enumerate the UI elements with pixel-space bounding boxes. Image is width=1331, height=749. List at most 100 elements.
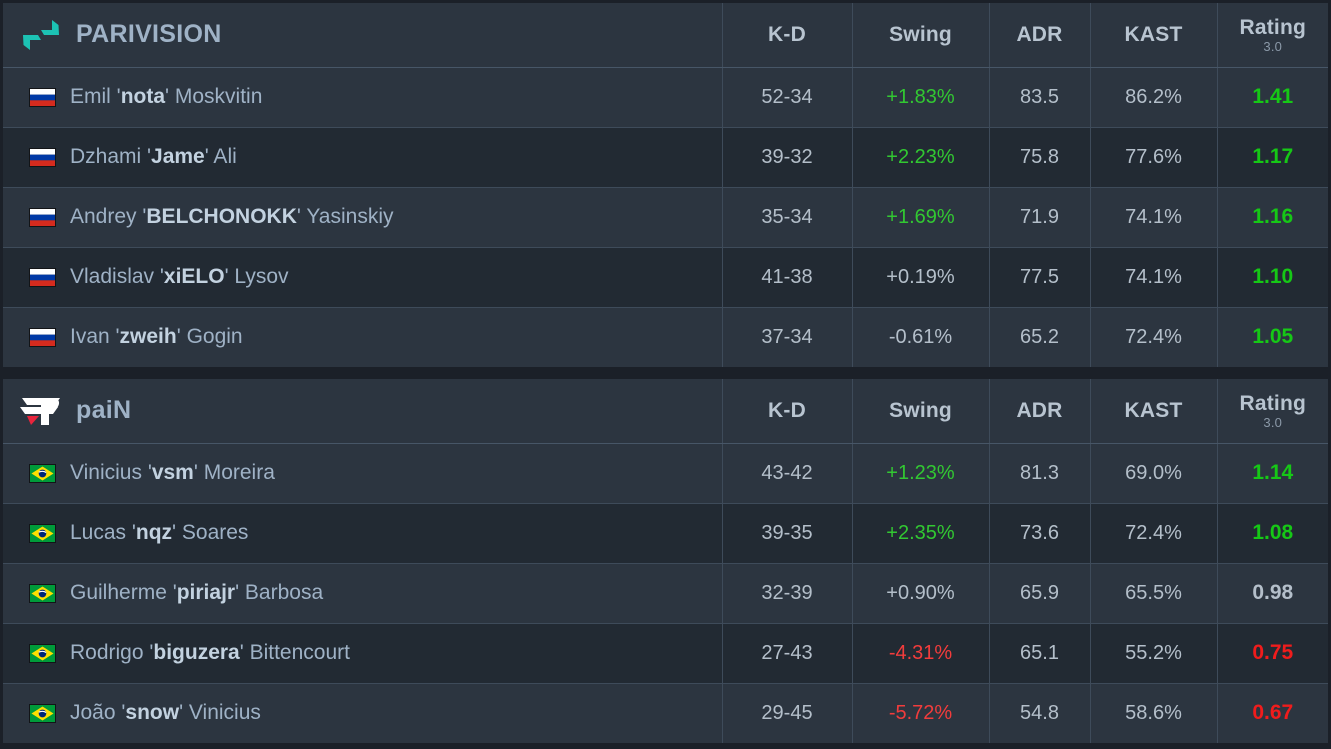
stat-kast: 74.1% — [1089, 187, 1217, 248]
player-cell[interactable]: Emil 'nota' Moskvitin — [3, 67, 722, 128]
player-row[interactable]: Dzhami 'Jame' Ali 39-32 +2.23% 75.8 77.6% 1.1… — [3, 127, 1328, 188]
player-cell[interactable]: João 'snow' Vinicius — [3, 683, 722, 743]
flag-russia-icon — [29, 147, 56, 167]
stat-rating: 1.17 — [1216, 127, 1328, 188]
stat-rating: 0.75 — [1216, 623, 1328, 684]
player-name: Vinicius 'vsm' Moreira — [70, 461, 275, 484]
player-row[interactable]: Rodrigo 'biguzera' Bittencourt 27-43 -4.31… — [3, 623, 1328, 684]
stat-adr: 75.8 — [988, 127, 1090, 188]
stat-kd: 29-45 — [721, 683, 852, 743]
stat-kd: 39-32 — [721, 127, 852, 188]
stat-kast: 58.6% — [1089, 683, 1217, 743]
stat-adr: 65.9 — [988, 563, 1090, 624]
column-header-label: Rating — [1239, 15, 1307, 39]
stat-kast: 72.4% — [1089, 307, 1217, 367]
team-header-row: PARIVISION K-D Swing ADR KAST Rating 3.0 — [3, 3, 1328, 68]
column-header-swing[interactable]: Swing — [851, 379, 989, 444]
stat-swing: +2.35% — [851, 503, 989, 564]
stat-rating: 0.67 — [1216, 683, 1328, 743]
player-cell[interactable]: Vladislav 'xiELO' Lysov — [3, 247, 722, 308]
player-name: Dzhami 'Jame' Ali — [70, 145, 237, 168]
player-cell[interactable]: Vinicius 'vsm' Moreira — [3, 443, 722, 504]
column-header-kd[interactable]: K-D — [721, 3, 852, 68]
player-row[interactable]: Lucas 'nqz' Soares 39-35 +2.35% 73.6 72.4% 1.… — [3, 503, 1328, 564]
stat-kd: 41-38 — [721, 247, 852, 308]
player-nickname: nota — [120, 85, 166, 108]
stat-swing: -0.61% — [851, 307, 989, 367]
column-header-kast[interactable]: KAST — [1089, 3, 1217, 68]
flag-brazil-icon — [29, 463, 56, 483]
team-scoreboard-table: paiN K-D Swing ADR KAST Rating 3.0 Vinicius 'vs… — [3, 379, 1328, 743]
stat-kd: 52-34 — [721, 67, 852, 128]
column-header-label: Swing — [889, 22, 952, 46]
player-name: Guilherme 'piriajr' Barbosa — [70, 581, 324, 604]
player-name: Rodrigo 'biguzera' Bittencourt — [70, 641, 350, 664]
player-row[interactable]: Vinicius 'vsm' Moreira 43-42 +1.23% 81.3 69.… — [3, 443, 1328, 504]
team-header-cell[interactable]: paiN — [3, 379, 722, 444]
player-cell[interactable]: Guilherme 'piriajr' Barbosa — [3, 563, 722, 624]
stat-adr: 54.8 — [988, 683, 1090, 743]
player-nickname: vsm — [151, 461, 194, 484]
stat-swing: +1.83% — [851, 67, 989, 128]
flag-russia-icon — [29, 267, 56, 287]
flag-brazil-icon — [29, 703, 56, 723]
stat-rating: 1.14 — [1216, 443, 1328, 504]
team-header-cell[interactable]: PARIVISION — [3, 3, 722, 68]
stat-kast: 72.4% — [1089, 503, 1217, 564]
column-header-kast[interactable]: KAST — [1089, 379, 1217, 444]
player-nickname: nqz — [135, 521, 173, 544]
stat-adr: 73.6 — [988, 503, 1090, 564]
stat-adr: 71.9 — [988, 187, 1090, 248]
player-row[interactable]: Emil 'nota' Moskvitin 52-34 +1.83% 83.5 86.2… — [3, 67, 1328, 128]
player-nickname: piriajr — [176, 581, 236, 604]
player-row[interactable]: Guilherme 'piriajr' Barbosa 32-39 +0.90% 65… — [3, 563, 1328, 624]
stat-kast: 69.0% — [1089, 443, 1217, 504]
flag-brazil-icon — [29, 523, 56, 543]
stat-adr: 65.2 — [988, 307, 1090, 367]
stat-adr: 65.1 — [988, 623, 1090, 684]
column-header-rating[interactable]: Rating 3.0 — [1216, 3, 1328, 68]
column-header-label: ADR — [1016, 398, 1063, 422]
stat-kd: 37-34 — [721, 307, 852, 367]
stat-kast: 86.2% — [1089, 67, 1217, 128]
column-header-swing[interactable]: Swing — [851, 3, 989, 68]
stat-kast: 74.1% — [1089, 247, 1217, 308]
player-row[interactable]: Andrey 'BELCHONOKK' Yasinskiy 35-34 +1.69%… — [3, 187, 1328, 248]
player-name: Emil 'nota' Moskvitin — [70, 85, 263, 108]
flag-russia-icon — [29, 327, 56, 347]
column-header-rating[interactable]: Rating 3.0 — [1216, 379, 1328, 444]
player-name: Andrey 'BELCHONOKK' Yasinskiy — [70, 205, 394, 228]
column-header-adr[interactable]: ADR — [988, 379, 1090, 444]
flag-brazil-icon — [29, 583, 56, 603]
column-header-label: KAST — [1124, 398, 1183, 422]
column-header-label: KAST — [1124, 22, 1183, 46]
player-cell[interactable]: Rodrigo 'biguzera' Bittencourt — [3, 623, 722, 684]
stat-adr: 77.5 — [988, 247, 1090, 308]
player-row[interactable]: Vladislav 'xiELO' Lysov 41-38 +0.19% 77.5 74… — [3, 247, 1328, 308]
player-cell[interactable]: Ivan 'zweih' Gogin — [3, 307, 722, 367]
stat-kast: 65.5% — [1089, 563, 1217, 624]
stat-adr: 81.3 — [988, 443, 1090, 504]
stat-kd: 39-35 — [721, 503, 852, 564]
player-nickname: snow — [125, 701, 180, 725]
column-header-adr[interactable]: ADR — [988, 3, 1090, 68]
player-cell[interactable]: Dzhami 'Jame' Ali — [3, 127, 722, 188]
stat-rating: 1.08 — [1216, 503, 1328, 564]
column-header-kd[interactable]: K-D — [721, 379, 852, 444]
player-row[interactable]: João 'snow' Vinicius 29-45 -5.72% 54.8 58.6%… — [3, 683, 1328, 743]
stat-kast: 77.6% — [1089, 127, 1217, 188]
stat-swing: +2.23% — [851, 127, 989, 188]
column-header-label: Swing — [889, 398, 952, 422]
column-header-sublabel: 3.0 — [1263, 414, 1283, 430]
flag-russia-icon — [29, 207, 56, 227]
player-name: Ivan 'zweih' Gogin — [70, 325, 243, 349]
player-cell[interactable]: Lucas 'nqz' Soares — [3, 503, 722, 564]
player-cell[interactable]: Andrey 'BELCHONOKK' Yasinskiy — [3, 187, 722, 248]
player-nickname: BELCHONOKK — [146, 205, 297, 228]
flag-brazil-icon — [29, 643, 56, 663]
player-name: Lucas 'nqz' Soares — [70, 521, 249, 544]
column-header-label: ADR — [1016, 22, 1063, 46]
team-name: PARIVISION — [76, 20, 222, 49]
player-row[interactable]: Ivan 'zweih' Gogin 37-34 -0.61% 65.2 72.4% 1.… — [3, 307, 1328, 367]
